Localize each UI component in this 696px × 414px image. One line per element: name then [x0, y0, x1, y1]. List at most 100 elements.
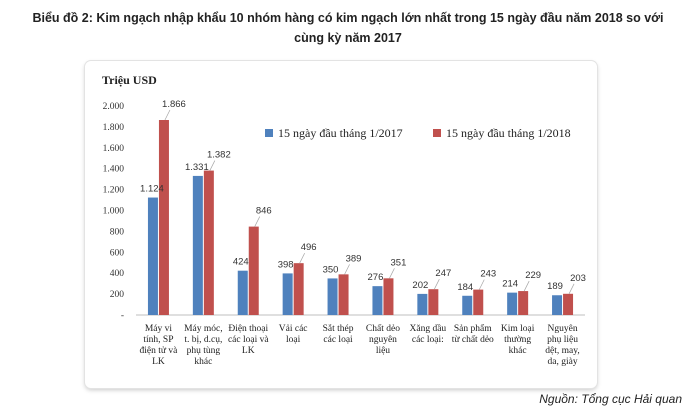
x-category-label-line: Máy vi [145, 324, 173, 334]
x-category-label-line: tính, SP [143, 335, 173, 345]
value-leader-line [568, 283, 575, 294]
value-label-2018: 389 [346, 253, 362, 264]
x-category-label: Sản phẩm từ chất dẻo [452, 323, 494, 345]
bar-2017 [372, 286, 383, 315]
x-category-label: Nguyên phụ liệu dệt, may, da, giày [545, 324, 579, 367]
x-category-label-line: thường [504, 335, 531, 345]
value-leader-line [478, 279, 485, 290]
value-leader-line [434, 279, 440, 290]
bar-2017 [327, 278, 338, 315]
x-category-label-line: phụ tùng [187, 346, 221, 356]
bar-2018 [293, 263, 304, 315]
x-category-label-line: da, giày [548, 357, 578, 367]
x-category-label-line: khác [194, 357, 212, 367]
bar-2017 [192, 175, 203, 315]
bar-2017 [507, 292, 518, 315]
bar-2018 [248, 226, 259, 315]
value-label-2017: 1.124 [140, 184, 164, 195]
value-label-2018: 1.382 [207, 150, 231, 161]
y-tick-label: 600 [110, 248, 125, 258]
bar-2018 [158, 120, 169, 316]
bar-chart: Triệu USD - 200 400 600 800 1.000 1.200 1.400 1.… [102, 73, 586, 367]
bar-2017 [237, 270, 248, 315]
y-tick-label: 1.600 [103, 144, 125, 154]
x-category-label-line: liệu [376, 346, 390, 356]
bar-2017 [282, 273, 293, 315]
legend-label-2017: 15 ngày đầu tháng 1/2017 [278, 126, 403, 140]
value-label-2017: 202 [412, 280, 428, 291]
y-tick-label: 2.000 [103, 102, 125, 112]
x-category-label-line: các loại và [228, 335, 269, 345]
value-label-2017: 189 [547, 281, 563, 292]
bar-2018 [563, 293, 574, 315]
bar-2017 [147, 197, 158, 315]
page-title-line-1: Biểu đồ 2: Kim ngạch nhập khẩu 10 nhóm h… [32, 11, 664, 25]
legend-swatch-2017 [265, 129, 273, 137]
value-label-2018: 247 [435, 268, 451, 279]
y-tick-label: 1.200 [103, 186, 125, 196]
value-leader-line [209, 160, 216, 171]
x-category-label: Kim loại thường khác [501, 324, 535, 356]
value-label-2017: 1.331 [185, 162, 209, 173]
value-label-2018: 846 [256, 206, 272, 217]
x-category-label-line: Vải các [279, 324, 308, 334]
value-label-2018: 351 [391, 257, 407, 268]
x-category-label-line: Điện thoại [228, 324, 268, 334]
x-category-label-line: từ chất dẻo [452, 334, 494, 345]
x-category-label-line: Máy móc, [184, 324, 223, 334]
x-category-label: Máy vi tính, SP điện tử và LK [140, 324, 179, 367]
x-category-label: Vải các loại [279, 324, 308, 345]
page-title-line-2: cùng kỳ năm 2017 [294, 31, 402, 45]
value-label-2017: 398 [278, 259, 294, 270]
bar-2018 [338, 274, 349, 315]
value-label-2018: 243 [480, 269, 496, 280]
legend-label-2018: 15 ngày đầu tháng 1/2018 [446, 126, 571, 140]
x-category-label-line: Kim loại [501, 324, 535, 334]
chart-frame: Triệu USD - 200 400 600 800 1.000 1.200 1.400 1.… [85, 61, 597, 388]
source-note: Nguồn: Tổng cục Hải quan [539, 392, 682, 406]
bar-2018 [518, 291, 529, 315]
x-category-label-line: nguyên [369, 335, 397, 345]
value-leader-line [344, 264, 350, 275]
x-category-label-line: Sắt thép [323, 323, 354, 334]
value-leader-line [164, 109, 171, 121]
value-label-2017: 276 [368, 272, 384, 283]
page-title: Biểu đồ 2: Kim ngạch nhập khẩu 10 nhóm h… [0, 8, 696, 48]
y-tick-label: 1.000 [103, 207, 125, 217]
x-category-label-line: điện tử và [140, 346, 179, 356]
x-category-label: Chất dẻo nguyên liệu [366, 323, 400, 356]
x-category-label: Sắt thép các loại [323, 323, 354, 345]
value-leader-line [389, 268, 395, 279]
x-category-label-line: Nguyên [548, 324, 578, 334]
value-label-2017: 424 [233, 257, 249, 268]
x-category-label-line: t. bị, d.cụ, [184, 335, 222, 345]
bar-2017 [462, 295, 473, 315]
x-category-label-line: khác [509, 346, 527, 356]
y-tick-label: 800 [110, 227, 125, 237]
x-category-label-line: các loại: [412, 335, 444, 345]
x-category-label-line: Sản phẩm [454, 323, 492, 334]
x-category-label: Xăng dầu các loại: [410, 323, 447, 345]
bar-2018 [383, 278, 394, 315]
x-category-label: Điện thoại các loại và LK [228, 324, 269, 356]
bar-2017 [552, 295, 563, 315]
x-category-label-line: LK [152, 357, 165, 367]
bar-2018 [473, 289, 484, 315]
x-category-label: Máy móc, t. bị, d.cụ, phụ tùng khác [184, 324, 223, 367]
y-axis-unit-label: Triệu USD [102, 73, 157, 87]
x-category-label-line: các loại [323, 335, 353, 345]
value-label-2018: 203 [570, 273, 586, 284]
legend-swatch-2018 [433, 129, 441, 137]
y-tick-label: 400 [110, 269, 125, 279]
value-label-2017: 184 [457, 282, 473, 293]
value-label-2017: 350 [323, 264, 339, 275]
x-category-label-line: Chất dẻo [366, 323, 400, 334]
x-category-label-line: loại [286, 335, 301, 345]
bar-2018 [203, 170, 214, 315]
x-category-label-line: dệt, may, [545, 346, 579, 356]
bar-2018 [428, 289, 439, 315]
x-category-label-line: phụ liệu [547, 335, 578, 345]
y-tick-label: 1.800 [103, 123, 125, 133]
bar-2017 [417, 293, 428, 315]
x-category-label-line: Xăng dầu [410, 323, 447, 334]
